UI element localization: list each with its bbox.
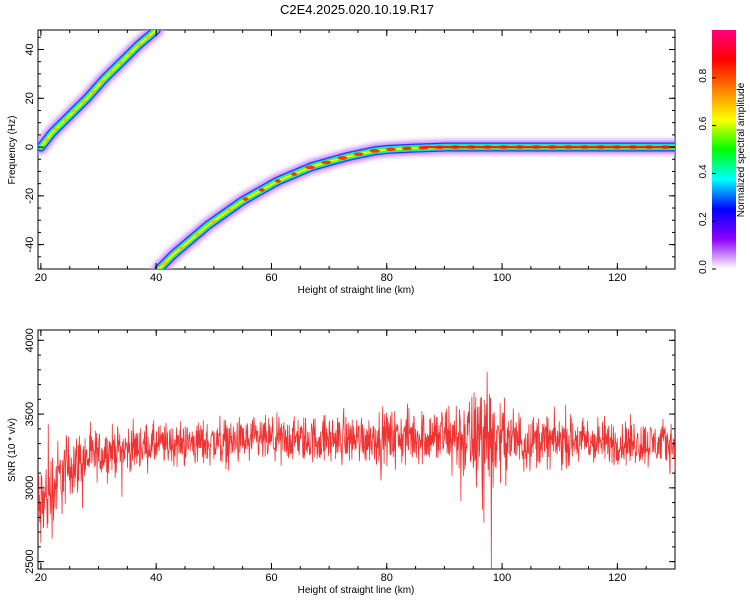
- trace-peak: [118, 61, 123, 65]
- trace-peak: [99, 79, 105, 84]
- trace-peak: [81, 99, 86, 104]
- colorbar-gradient: [712, 30, 736, 269]
- x-tick-label: 100: [493, 272, 511, 284]
- y-tick-label: 4000: [24, 328, 36, 352]
- trace-peak: [62, 118, 68, 122]
- trace-peak: [108, 70, 114, 74]
- snr-series: [38, 371, 675, 569]
- spectrogram-xlabel: Height of straight line (km): [298, 285, 415, 296]
- y-tick-label: -20: [24, 188, 36, 204]
- trace-peak: [210, 219, 217, 224]
- trace-layer: [39, 30, 158, 149]
- trace-peak: [258, 188, 265, 192]
- snr-frame: [37, 329, 676, 570]
- trace-peak: [194, 232, 201, 237]
- y-tick-label: 40: [24, 43, 36, 55]
- y-tick-label: 2500: [24, 549, 36, 573]
- snr-line: [38, 371, 675, 569]
- trace-peak: [44, 137, 50, 142]
- colorbar-label: Normalized spectral amplitude: [736, 82, 747, 217]
- trace-peak: [369, 149, 380, 153]
- x-tick-label: 20: [35, 572, 47, 584]
- spectrogram-axes: 20 40 60 80 100 120 -40 -20 0 20 40: [24, 30, 676, 284]
- y-tick-label: 3500: [24, 402, 36, 426]
- trace-peak: [177, 246, 184, 250]
- x-tick-label: 120: [608, 572, 626, 584]
- x-tick-label: 60: [265, 572, 277, 584]
- y-tick-label: -40: [24, 237, 36, 253]
- colorbar: 0.0 0.2 0.4 0.6 0.8 Normalized spectral ampl…: [698, 30, 747, 274]
- trace-peak: [161, 261, 168, 265]
- trace-peak: [274, 179, 281, 183]
- spectrogram-panel: 20 40 60 80 100 120 -40 -20 0 20 40 Height of stra…: [7, 29, 676, 296]
- spectral-trace-2: [150, 138, 675, 269]
- snr-xlabel: Height of straight line (km): [298, 585, 415, 596]
- colorbar-tick-label: 0.2: [698, 212, 709, 226]
- trace-peak: [242, 197, 249, 201]
- trace-peak: [71, 109, 77, 113]
- x-tick-label: 40: [150, 572, 162, 584]
- trace-peak: [353, 152, 364, 157]
- trace-peak: [401, 146, 412, 151]
- colorbar-tick-label: 0.6: [698, 116, 709, 130]
- trace-peak: [337, 156, 348, 160]
- y-tick-label: 3000: [24, 476, 36, 500]
- x-tick-label: 100: [493, 572, 511, 584]
- y-tick-label: 20: [24, 92, 36, 104]
- colorbar-tick-label: 0.8: [698, 68, 709, 82]
- snr-axes: 20 40 60 80 100 120 2500 3000 3500 4000: [24, 328, 676, 584]
- trace-peak: [90, 89, 96, 94]
- colorbar-tick-label: 0.0: [698, 260, 709, 274]
- spectrogram-traces: [38, 30, 675, 269]
- x-tick-label: 40: [150, 272, 162, 284]
- spectrogram-ylabel: Frequency (Hz): [7, 116, 18, 185]
- x-tick-label: 120: [608, 272, 626, 284]
- x-tick-label: 80: [381, 572, 393, 584]
- y-tick-label: 0: [24, 144, 36, 150]
- trace-peak: [127, 51, 133, 56]
- snr-ylabel: SNR (10 * v/v): [7, 418, 18, 482]
- colorbar-tick-label: 0.4: [698, 164, 709, 178]
- trace-peak: [145, 35, 151, 39]
- spectral-trace-1: [38, 30, 166, 157]
- trace-peak: [290, 172, 297, 176]
- trace-peaks: [44, 35, 151, 142]
- trace-peak: [226, 208, 233, 212]
- trace-peak: [136, 42, 142, 47]
- trace-peak: [53, 127, 59, 131]
- x-tick-label: 20: [35, 272, 47, 284]
- colorbar-ticks: 0.0 0.2 0.4 0.6 0.8: [698, 68, 716, 274]
- page-title: C2E4.2025.020.10.19.R17: [280, 2, 434, 17]
- trace-peak: [321, 160, 332, 165]
- trace-peak: [385, 147, 396, 152]
- x-tick-label: 60: [265, 272, 277, 284]
- snr-panel: 20 40 60 80 100 120 2500 3000 3500 4000 Height of…: [7, 328, 676, 596]
- x-tick-label: 80: [381, 272, 393, 284]
- trace-peak: [305, 165, 316, 170]
